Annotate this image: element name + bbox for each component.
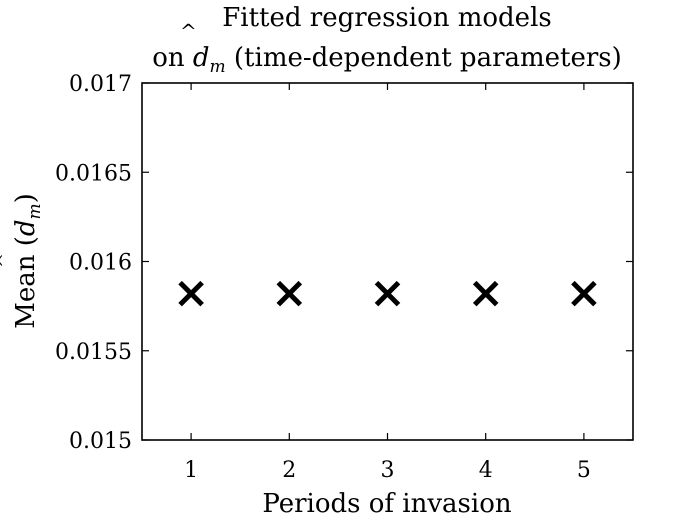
x-tick-label: 2 [282, 458, 296, 483]
x-axis-ticks: 1 2 3 4 5 [184, 83, 591, 483]
chart-title-line2: on dm (time-dependent parameters) [152, 43, 622, 77]
data-point-x-marker [276, 280, 303, 307]
chart-title-prefix: on [152, 43, 193, 73]
data-point-x-marker [472, 280, 499, 307]
data-point-x-marker [178, 280, 204, 307]
x-tick-label: 1 [184, 458, 198, 483]
y-tick-label: 0.0165 [55, 161, 132, 186]
y-label-hat-accent: ^ [0, 253, 15, 268]
y-tick-label: 0.0155 [55, 340, 132, 365]
chart-title-symbol: d [193, 43, 210, 73]
title-hat-accent: ^ [180, 19, 197, 43]
data-point-x-marker [374, 280, 401, 307]
x-tick-label: 4 [479, 458, 493, 483]
y-axis-label-prefix: Mean ( [11, 236, 41, 329]
y-axis-ticks: 0.015 0.0155 0.016 0.0165 0.017 [55, 72, 633, 454]
plot-area-frame [141, 82, 634, 441]
x-tick-label: 5 [577, 458, 591, 483]
chart-title-line1: Fitted regression models [222, 3, 551, 33]
y-axis-label-subscript: m [25, 203, 45, 219]
y-axis-label-group: Mean (dm) ^ [0, 193, 45, 329]
data-point-x-marker [571, 280, 597, 307]
y-axis-label-suffix: ) [11, 193, 41, 203]
x-tick-label: 3 [381, 458, 395, 483]
y-tick-label: 0.015 [69, 429, 132, 454]
y-axis-label-symbol: d [11, 219, 41, 236]
chart-title-subscript: m [210, 57, 226, 77]
y-tick-label: 0.016 [69, 251, 132, 276]
chart-title-suffix: (time-dependent parameters) [226, 43, 622, 73]
x-axis-label: Periods of invasion [262, 489, 511, 519]
y-tick-label: 0.017 [69, 72, 132, 97]
data-markers [178, 280, 597, 307]
y-axis-label: Mean (dm) [11, 193, 45, 329]
